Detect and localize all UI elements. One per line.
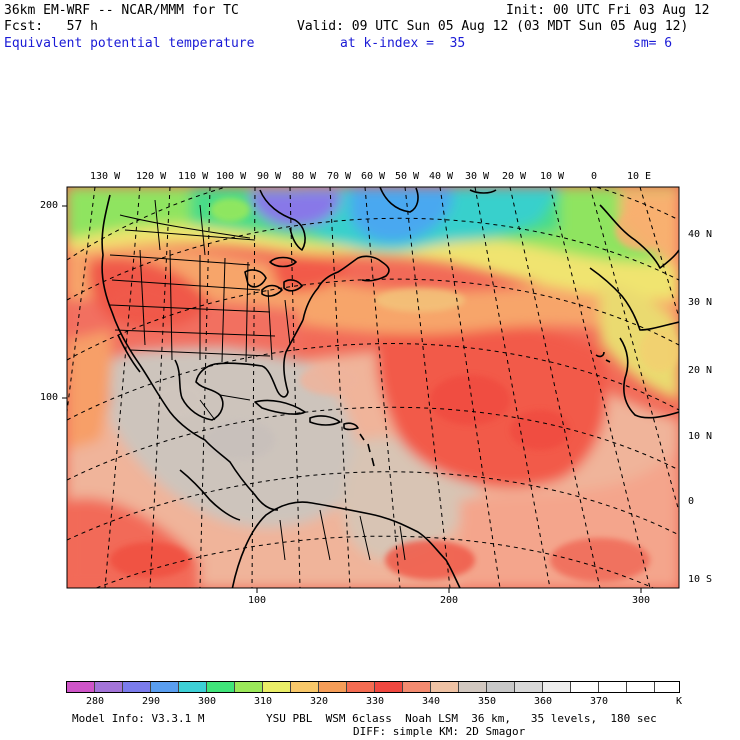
- init-time: Init: 00 UTC Fri 03 Aug 12: [506, 3, 710, 18]
- lon-label: 20 W: [502, 171, 527, 182]
- model-info: Model Info: V3.3.1 M: [72, 712, 205, 725]
- valid-time: Valid: 09 UTC Sun 05 Aug 12 (03 MDT Sun …: [297, 19, 689, 34]
- grid-x-label: 200: [440, 595, 459, 606]
- grid-y-label: 200: [40, 200, 59, 211]
- lat-label: 30 N: [688, 297, 713, 308]
- lon-label: 10 E: [627, 171, 652, 182]
- grid-ticks: [62, 205, 642, 593]
- colorbar-swatch: [458, 681, 486, 693]
- lat-label: 40 N: [688, 229, 713, 240]
- colorbar-swatch: [346, 681, 374, 693]
- level-info: at k-index = 35: [340, 36, 466, 51]
- lat-label: 10 S: [688, 574, 713, 585]
- colorbar-swatch: [318, 681, 346, 693]
- smoothing-info: sm= 6: [633, 36, 673, 51]
- colorbar-tick: 310: [254, 696, 273, 707]
- colorbar-swatch: [430, 681, 458, 693]
- lon-label: 0: [591, 171, 598, 182]
- colorbar-swatch: [598, 681, 626, 693]
- colorbar-tick: 300: [198, 696, 217, 707]
- colorbar-tick: 280: [86, 696, 105, 707]
- colorbar-tick: 290: [142, 696, 161, 707]
- lon-label: 60 W: [361, 171, 386, 182]
- grid-x-label: 100: [248, 595, 267, 606]
- colorbar-swatch: [542, 681, 570, 693]
- colorbar-swatch: [206, 681, 234, 693]
- colorbar-tick: 370: [590, 696, 609, 707]
- field-name: Equivalent potential temperature: [4, 36, 255, 51]
- colorbar-swatch: [234, 681, 262, 693]
- colorbar-swatch: [514, 681, 542, 693]
- colorbar-swatch: [486, 681, 514, 693]
- lon-label: 40 W: [429, 171, 454, 182]
- lon-label: 50 W: [395, 171, 420, 182]
- lat-label: 20 N: [688, 365, 713, 376]
- colorbar-tick: 340: [422, 696, 441, 707]
- colorbar-swatch: [626, 681, 654, 693]
- graticule: [67, 187, 679, 588]
- lon-label: 70 W: [327, 171, 352, 182]
- physics-line-2: DIFF: simple KM: 2D Smagor: [353, 725, 526, 738]
- grid-y-label: 100: [40, 392, 59, 403]
- colorbar-swatch: [122, 681, 150, 693]
- lon-label: 120 W: [136, 171, 167, 182]
- forecast-hour: Fcst: 57 h: [4, 19, 98, 34]
- colorbar-unit: K: [676, 696, 683, 707]
- colorbar-swatch: [402, 681, 430, 693]
- colorbar-swatch: [290, 681, 318, 693]
- colorbar-swatch: [654, 681, 682, 693]
- colorbar-swatch: [150, 681, 178, 693]
- physics-line-1: YSU PBL WSM 6class Noah LSM 36 km, 35 le…: [266, 712, 657, 725]
- colorbar-swatch: [570, 681, 598, 693]
- model-title: 36km EM-WRF -- NCAR/MMM for TC: [4, 3, 239, 18]
- colorbar-tick: 330: [366, 696, 385, 707]
- lon-label: 100 W: [216, 171, 247, 182]
- colorbar-swatch: [66, 681, 94, 693]
- colorbar-tick: 350: [478, 696, 497, 707]
- lon-label: 30 W: [465, 171, 490, 182]
- lat-label: 10 N: [688, 431, 713, 442]
- grid-x-label: 300: [632, 595, 651, 606]
- colorbar-swatch: [374, 681, 402, 693]
- lon-label: 130 W: [90, 171, 121, 182]
- colorbar-swatch: [262, 681, 290, 693]
- lon-label: 110 W: [178, 171, 209, 182]
- lon-label: 10 W: [540, 171, 565, 182]
- lat-label: 0: [688, 496, 695, 507]
- colorbar-tick: 360: [534, 696, 553, 707]
- lon-label: 80 W: [292, 171, 317, 182]
- colorbar-swatch: [178, 681, 206, 693]
- lon-label: 90 W: [257, 171, 282, 182]
- theta-e-field: [67, 187, 679, 588]
- political-boundaries: [109, 199, 406, 561]
- colorbar-tick: 320: [310, 696, 329, 707]
- coastlines: [101, 187, 679, 588]
- colorbar-swatch: [94, 681, 122, 693]
